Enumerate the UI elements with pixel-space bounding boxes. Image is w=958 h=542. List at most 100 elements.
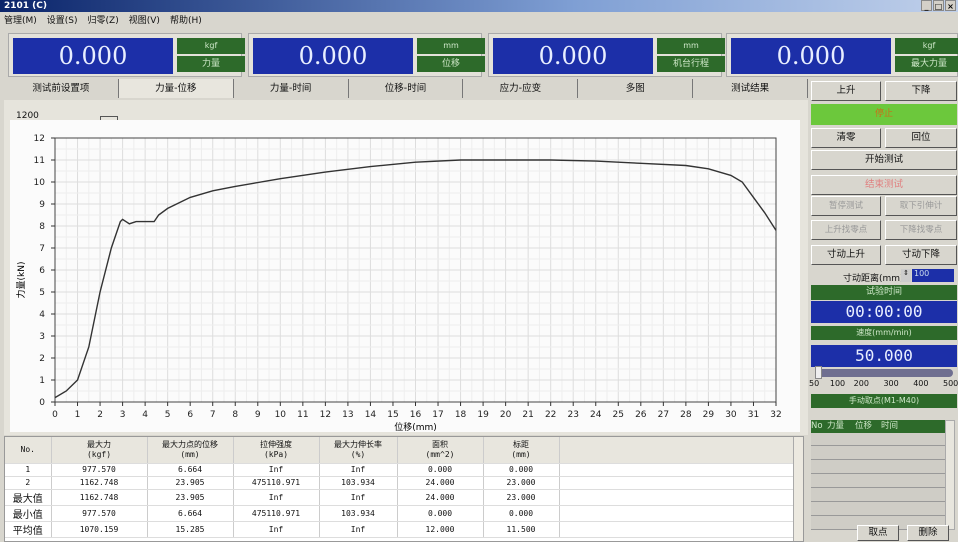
up-button[interactable]: 上升: [811, 81, 881, 101]
speed-slider-handle[interactable]: [815, 366, 822, 379]
jog-distance-input[interactable]: 100: [912, 269, 954, 282]
status-indicator: 停止: [811, 104, 957, 125]
displacement-unit: mm: [417, 38, 485, 54]
down-button[interactable]: 下降: [885, 81, 957, 101]
tab-pre-test-settings[interactable]: 测试前设置项: [4, 79, 119, 98]
tab-multi-chart[interactable]: 多图: [578, 79, 694, 98]
manual-point-label: 手动取点(M1-M40): [811, 394, 957, 408]
jog-up-button[interactable]: 寸动上升: [811, 245, 881, 265]
force-label: 力量: [177, 56, 245, 72]
column-header[interactable]: 标距 (mm): [483, 437, 560, 464]
table-cell: 最小值: [5, 505, 52, 522]
table-cell: 0.000: [397, 505, 484, 522]
table-row[interactable]: 最小值 977.570 6.664 475110.971 103.934 0.000 0.0…: [5, 505, 795, 522]
table-cell: 15.285: [147, 521, 234, 538]
header-title: No.: [20, 444, 35, 454]
minimize-button[interactable]: _: [921, 0, 932, 11]
x-tick-label: 32: [770, 410, 781, 420]
slider-tick-label: 200: [853, 379, 869, 388]
table-cell: 23.000: [483, 476, 560, 490]
close-button[interactable]: ×: [945, 0, 956, 11]
tab-stress-strain[interactable]: 应力-应变: [463, 79, 579, 98]
speed-slider-track[interactable]: [815, 369, 953, 377]
home-button[interactable]: 回位: [885, 128, 957, 148]
jog-down-button[interactable]: 寸动下降: [885, 245, 957, 265]
header-title: 最大力伸长率: [334, 439, 382, 449]
tab-force-displacement[interactable]: 力量-位移: [118, 79, 234, 98]
spinner-icon[interactable]: ⇕: [901, 269, 911, 282]
take-point-button[interactable]: 取点: [857, 525, 899, 541]
y-tick-label: 1: [39, 376, 45, 386]
table-cell: 1162.748: [51, 476, 148, 490]
menu-settings[interactable]: 设置(S): [46, 16, 78, 26]
y-tick-label: 8: [39, 222, 45, 232]
y-tick-label: 4: [39, 310, 45, 320]
travel-value: 0.000: [493, 38, 653, 74]
table-cell: Inf: [233, 463, 320, 477]
up-find-zero-button[interactable]: 上升找零点: [811, 220, 881, 240]
x-tick-label: 20: [500, 410, 512, 420]
x-tick-label: 3: [120, 410, 126, 420]
table-cell: 475110.971: [233, 505, 320, 522]
slider-tick-label: 50: [809, 379, 820, 388]
x-tick-label: 4: [142, 410, 148, 420]
table-row[interactable]: 1 977.570 6.664 Inf Inf 0.000 0.000: [5, 463, 795, 477]
maximize-button[interactable]: □: [933, 0, 944, 11]
y-tick-label: 0: [39, 398, 45, 408]
x-tick-label: 6: [187, 410, 193, 420]
tab-test-results[interactable]: 测试结果: [693, 79, 809, 98]
table-scrollbar[interactable]: [793, 437, 803, 541]
column-header[interactable]: 最大力伸长率 (%): [319, 437, 398, 464]
y-tick-label: 12: [34, 134, 45, 144]
displacement-value: 0.000: [253, 38, 413, 74]
table-row[interactable]: 平均值 1070.159 15.285 Inf Inf 12.000 11.500: [5, 521, 795, 538]
manual-points-scrollbar[interactable]: [945, 420, 955, 530]
slider-tick-label: 300: [883, 379, 899, 388]
menu-view[interactable]: 视图(V): [128, 16, 160, 26]
start-test-button[interactable]: 开始测试: [811, 150, 957, 170]
x-tick-label: 18: [455, 410, 467, 420]
table-row[interactable]: 最大值 1162.748 23.905 Inf Inf 24.000 23.000: [5, 489, 795, 506]
col-force: 力量: [827, 421, 845, 431]
displacement-label: 位移: [417, 56, 485, 72]
table-cell: 11.500: [483, 521, 560, 538]
remove-extensometer-button[interactable]: 取下引伸计: [885, 196, 957, 216]
zero-button[interactable]: 清零: [811, 128, 881, 148]
column-header[interactable]: 拉伸强度 (kPa): [233, 437, 320, 464]
table-cell: 23.000: [483, 489, 560, 506]
table-cell: 23.905: [147, 489, 234, 506]
x-tick-label: 21: [522, 410, 533, 420]
max-force-unit: kgf: [895, 38, 958, 54]
column-header[interactable]: 最大力 (kgf): [51, 437, 148, 464]
menu-zero[interactable]: 归零(Z): [87, 16, 119, 26]
jog-distance-label: 寸动距离(mm): [843, 274, 904, 284]
tab-force-time[interactable]: 力量-时间: [233, 79, 349, 98]
menu-help[interactable]: 帮助(H): [169, 16, 202, 26]
speed-label: 速度(mm/min): [811, 326, 957, 340]
y-tick-label: 5: [39, 288, 45, 298]
travel-unit: mm: [657, 38, 725, 54]
delete-button[interactable]: 删除: [907, 525, 949, 541]
y-axis-label: 力量(kN): [15, 262, 27, 299]
table-cell: 0.000: [397, 463, 484, 477]
x-tick-label: 24: [590, 410, 602, 420]
table-cell: Inf: [319, 521, 398, 538]
table-cell: Inf: [233, 521, 320, 538]
chart-panel: 1200 ︿ 012345678910111213141516171819202…: [4, 100, 808, 435]
header-unit: (kPa): [263, 449, 289, 459]
column-header[interactable]: 面积 (mm^2): [397, 437, 484, 464]
tab-displacement-time[interactable]: 位移-时间: [348, 79, 464, 98]
menu-bar: 管理(M) 设置(S) 归零(Z) 视图(V) 帮助(H): [0, 13, 958, 29]
down-find-zero-button[interactable]: 下降找零点: [885, 220, 957, 240]
table-row[interactable]: 2 1162.748 23.905 475110.971 103.934 24.000 23…: [5, 476, 795, 490]
x-tick-label: 14: [365, 410, 377, 420]
control-panel: 上升 下降 停止 清零 回位 开始测试 结束测试 暂停测试 取下引伸计 上升找零…: [809, 80, 958, 542]
x-tick-label: 16: [410, 410, 422, 420]
table-cell: Inf: [319, 489, 398, 506]
column-header[interactable]: No.: [5, 437, 52, 464]
table-cell: 24.000: [397, 476, 484, 490]
menu-manage[interactable]: 管理(M): [4, 16, 37, 26]
column-header[interactable]: 最大力点的位移 (mm): [147, 437, 234, 464]
stop-test-button[interactable]: 结束测试: [811, 175, 957, 195]
pause-test-button[interactable]: 暂停测试: [811, 196, 881, 216]
